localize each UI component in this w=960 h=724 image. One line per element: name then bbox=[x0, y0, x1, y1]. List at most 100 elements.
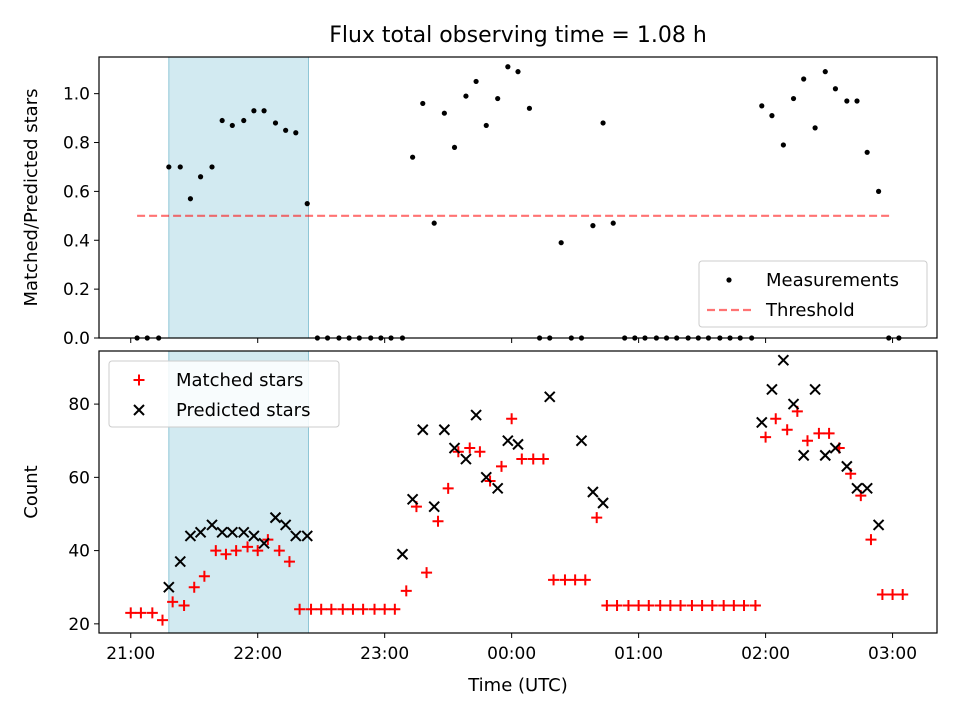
axes-frame bbox=[98, 350, 938, 634]
data-point bbox=[569, 574, 581, 586]
data-point bbox=[125, 607, 137, 619]
data-point bbox=[675, 600, 687, 612]
data-point bbox=[844, 98, 850, 104]
data-point bbox=[769, 113, 775, 119]
data-point bbox=[400, 585, 412, 597]
x-axis-label: Time (UTC) bbox=[467, 675, 568, 696]
data-point bbox=[451, 144, 458, 151]
data-point bbox=[261, 108, 267, 114]
data-point bbox=[502, 435, 514, 447]
data-point bbox=[558, 240, 564, 246]
data-point bbox=[438, 424, 451, 436]
data-point bbox=[587, 486, 599, 498]
data-point bbox=[633, 600, 645, 612]
legend: Matched stars Predicted stars bbox=[108, 360, 340, 428]
data-point bbox=[537, 453, 549, 465]
data-point bbox=[470, 409, 482, 421]
data-point bbox=[851, 482, 863, 495]
legend-label: Predicted stars bbox=[176, 400, 310, 421]
data-point bbox=[600, 120, 606, 126]
legend-box bbox=[698, 260, 928, 328]
data-point bbox=[389, 603, 401, 615]
y-tick-label: 0.6 bbox=[63, 182, 90, 202]
data-point bbox=[163, 581, 175, 593]
data-point bbox=[283, 127, 289, 133]
data-point bbox=[777, 354, 790, 366]
data-point bbox=[432, 515, 444, 527]
axes-bottom: 20 40 60 80 21:00 22:00 23:00 00:00 01:00 02:00 03… bbox=[21, 350, 938, 696]
data-point bbox=[597, 497, 609, 509]
data-point bbox=[495, 460, 507, 472]
axes-frame bbox=[98, 56, 938, 339]
data-point bbox=[230, 545, 242, 557]
x-tick-label: 02:00 bbox=[741, 644, 790, 664]
data-point bbox=[272, 120, 279, 126]
data-point bbox=[252, 545, 264, 557]
data-point bbox=[865, 534, 877, 546]
data-point bbox=[812, 125, 818, 131]
data-point bbox=[495, 95, 501, 102]
y-tick-label: 0.8 bbox=[63, 134, 90, 154]
data-point bbox=[516, 453, 528, 465]
data-point bbox=[841, 460, 853, 473]
data-point bbox=[238, 526, 250, 538]
data-point bbox=[194, 526, 207, 538]
data-point bbox=[305, 603, 317, 615]
y-axis-label: Matched/Predicted stars bbox=[21, 89, 42, 307]
data-point bbox=[219, 117, 225, 124]
data-point bbox=[146, 607, 158, 619]
data-point bbox=[357, 603, 369, 615]
data-point bbox=[544, 391, 556, 403]
y-tick-label: 0.4 bbox=[63, 231, 90, 251]
data-point bbox=[664, 600, 676, 612]
data-point bbox=[515, 69, 521, 75]
data-point bbox=[226, 526, 239, 538]
data-point bbox=[591, 512, 603, 524]
x-tick-label: 21:00 bbox=[106, 644, 155, 664]
data-point bbox=[421, 567, 433, 579]
data-point bbox=[787, 398, 800, 410]
data-point bbox=[728, 600, 740, 612]
data-point bbox=[167, 596, 179, 608]
plot-layer: 0.0 0.2 0.4 0.6 0.8 1.0 Matched/Predicted star… bbox=[21, 56, 938, 696]
data-point bbox=[526, 105, 533, 111]
data-point bbox=[206, 519, 218, 531]
legend-marker bbox=[133, 404, 145, 416]
data-point bbox=[601, 600, 613, 612]
data-point bbox=[706, 600, 718, 612]
data-point bbox=[749, 600, 761, 612]
data-point bbox=[279, 519, 292, 531]
data-point bbox=[756, 416, 768, 429]
data-point bbox=[177, 164, 183, 170]
data-point bbox=[258, 537, 270, 549]
series-predicted-stars bbox=[163, 354, 885, 593]
legend-label: Threshold bbox=[765, 300, 855, 321]
data-point bbox=[304, 201, 310, 207]
data-point bbox=[505, 64, 511, 70]
data-point bbox=[187, 196, 194, 202]
data-point bbox=[209, 164, 215, 170]
data-point bbox=[770, 413, 782, 425]
data-point bbox=[410, 154, 416, 160]
data-point bbox=[822, 69, 828, 75]
chart-title: Flux total observing time = 1.08 h bbox=[329, 23, 707, 48]
data-point bbox=[738, 600, 750, 612]
y-tick-label: 80 bbox=[68, 395, 90, 415]
data-point bbox=[406, 493, 419, 506]
data-point bbox=[887, 589, 899, 601]
data-point bbox=[579, 574, 591, 586]
data-point bbox=[442, 482, 454, 494]
data-point bbox=[460, 453, 472, 465]
data-point bbox=[696, 600, 708, 612]
y-tick-label: 40 bbox=[68, 542, 90, 562]
y-tick-label: 0.0 bbox=[63, 329, 90, 349]
data-point bbox=[474, 446, 486, 458]
data-point bbox=[876, 589, 888, 601]
data-point bbox=[854, 98, 860, 104]
data-point bbox=[210, 545, 222, 557]
data-point bbox=[760, 431, 772, 443]
data-point bbox=[512, 438, 524, 451]
legend-label: Measurements bbox=[766, 270, 899, 291]
